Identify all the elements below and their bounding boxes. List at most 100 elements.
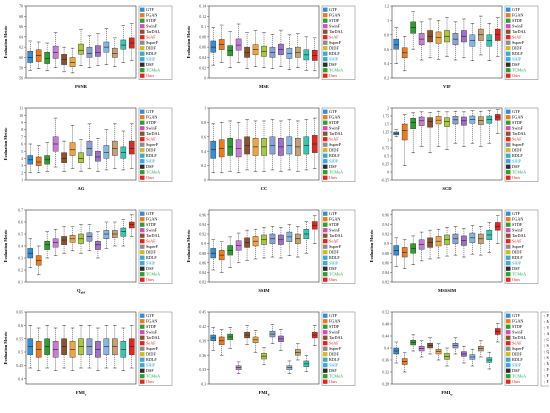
- y-tick-label: 11: [19, 107, 23, 111]
- legend-swatch: [323, 374, 328, 379]
- legend-item-rdlf: RDLF: [506, 153, 523, 158]
- legend-swatch: [323, 175, 328, 180]
- legend-label: FGAN: [512, 115, 523, 120]
- legend-swatch: [506, 244, 511, 249]
- legend-swatch: [140, 363, 145, 368]
- box-q-abf-rdlf: [95, 231, 101, 259]
- box-ag-rdlf: [95, 137, 101, 172]
- x-axis-label: VIF: [443, 84, 451, 89]
- legend-swatch: [140, 341, 145, 346]
- panel-qabf: 0.1 0.2 0.3 0.4 0.5 0.6 0.7 Evaluation Metric Qa…: [0, 204, 183, 306]
- box-ssim-stdf: [227, 236, 233, 268]
- y-tick-label: 0.52: [382, 311, 389, 315]
- legend-label: SuperF: [146, 244, 159, 249]
- y-tick-label: 0.1: [18, 281, 23, 285]
- y-tick-label: 0.94: [382, 223, 389, 227]
- box-iqr: [112, 47, 118, 58]
- boxplot-ssim: 0.82 0.84 0.86 0.88 0.9 0.92 0.94 0.96 Evaluatio…: [186, 209, 356, 293]
- legend-label: FGAN: [512, 13, 523, 18]
- legend-item-tardal: TarDAL: [506, 29, 527, 34]
- box-fmi-c-ours: [128, 325, 135, 369]
- legend-item-seaf: SeAF: [506, 137, 522, 142]
- box-fmi-c-dsf: [112, 325, 118, 369]
- box-iqr: [128, 221, 135, 229]
- legend-item-tcmoa: TCMoA: [506, 272, 526, 277]
- legend-item-swinf: SwinF: [323, 228, 341, 233]
- y-tick-label: 0.4: [201, 150, 206, 154]
- legend-item-ship: SHIP: [323, 159, 339, 164]
- legend-swatch: [506, 368, 511, 373]
- box-vif-stdf: [410, 11, 416, 50]
- legend-label: SHIP: [512, 159, 522, 164]
- legend-item-ship: SHIP: [323, 57, 339, 62]
- legend-item-stdf: STDF: [323, 18, 340, 23]
- legend-swatch: [506, 261, 511, 266]
- legend-item-stdf: STDF: [506, 120, 523, 125]
- box-fmi-c-tcmoa: [120, 327, 127, 371]
- legend-swatch: [323, 46, 328, 51]
- y-axis-label: Evaluation Metric: [3, 26, 8, 59]
- legend-swatch: [140, 266, 145, 271]
- metric-name: MSSSIM: [547, 361, 550, 366]
- box-vif-gtf: [393, 27, 400, 64]
- legend-swatch: [140, 228, 145, 233]
- legend-label: SuperF: [329, 40, 342, 45]
- legend-item-tcmoa: TCMoA: [323, 170, 343, 175]
- legend-swatch: [140, 313, 145, 318]
- legend-label: DIDF: [146, 148, 156, 153]
- legend-swatch: [140, 35, 145, 40]
- legend-item-ours: Ours: [506, 379, 521, 384]
- legend-swatch: [140, 244, 145, 249]
- panel-cc: 0 0.2 0.4 0.6 0.8 1 CC GTF FGAN STDF SwinF TarDAL Se…: [183, 102, 366, 204]
- y-tick-label: 0.96: [382, 213, 389, 217]
- box-scd-stdf: [410, 112, 416, 154]
- legend-label: TCMoA: [146, 374, 160, 379]
- box-fmi-d-tardal: [244, 325, 250, 345]
- box-ag-ours: [128, 123, 135, 169]
- legend-label: FGAN: [329, 319, 340, 324]
- legend-swatch: [140, 68, 145, 73]
- panel-ssim: 0.82 0.84 0.86 0.88 0.9 0.92 0.94 0.96 Evaluatio…: [183, 204, 366, 306]
- box-mse-ship: [286, 34, 293, 71]
- legend-label: SeAF: [146, 239, 156, 244]
- y-tick-label: 70: [19, 5, 23, 9]
- legend-swatch: [506, 24, 511, 29]
- box-iqr: [128, 140, 135, 155]
- legend-label: GTF: [512, 211, 521, 216]
- legend-item-gtf: GTF: [323, 313, 338, 318]
- legend: GTFFGANSTDFSwinFTarDALSeAFSuperFDIDFRDLF…: [321, 209, 356, 284]
- metric-row-ag: ↑AG4: [543, 331, 550, 336]
- legend-item-swinf: SwinF: [323, 126, 341, 131]
- legend-label: FGAN: [146, 115, 157, 120]
- box-fmi-d-seaf: [252, 329, 259, 353]
- legend-item-rdlf: RDLF: [323, 357, 340, 362]
- y-tick-label: 62: [19, 46, 23, 50]
- y-tick-label: 7: [21, 135, 23, 139]
- legend-label: DIDF: [146, 46, 156, 51]
- legend-item-swinf: SwinF: [140, 228, 158, 233]
- legend-item-rdlf: RDLF: [140, 51, 157, 56]
- legend-label: SuperF: [512, 142, 525, 147]
- box-ssim-tardal: [244, 229, 250, 261]
- legend-label: RDLF: [512, 255, 523, 260]
- legend-label: RDLF: [329, 357, 340, 362]
- legend-item-tardal: TarDAL: [323, 29, 344, 34]
- y-tick-label: 0.08: [199, 35, 206, 39]
- box-scd-seaf: [435, 110, 442, 147]
- legend-item-ours: Ours: [140, 379, 155, 384]
- legend-swatch: [323, 313, 328, 318]
- y-tick-label: 58: [19, 66, 23, 70]
- legend-label: RDLF: [329, 255, 340, 260]
- box-q-abf-superf: [78, 224, 84, 254]
- plot-frame: [208, 107, 320, 181]
- legend-item-swinf: SwinF: [140, 126, 158, 131]
- legend-item-dsf: DSF: [506, 62, 520, 67]
- legend-item-tardal: TarDAL: [140, 29, 161, 34]
- legend-item-stdf: STDF: [323, 324, 340, 329]
- panel-fmic: 0.4 0.45 0.5 0.55 0.6 0.65 Evaluation Metric FM…: [0, 306, 183, 408]
- box-fmi-w-tardal: [427, 337, 433, 355]
- box-vif-seaf: [435, 20, 442, 60]
- legend-label: GTF: [329, 7, 338, 12]
- legend-swatch: [140, 250, 145, 255]
- legend-label: TCMoA: [512, 170, 526, 175]
